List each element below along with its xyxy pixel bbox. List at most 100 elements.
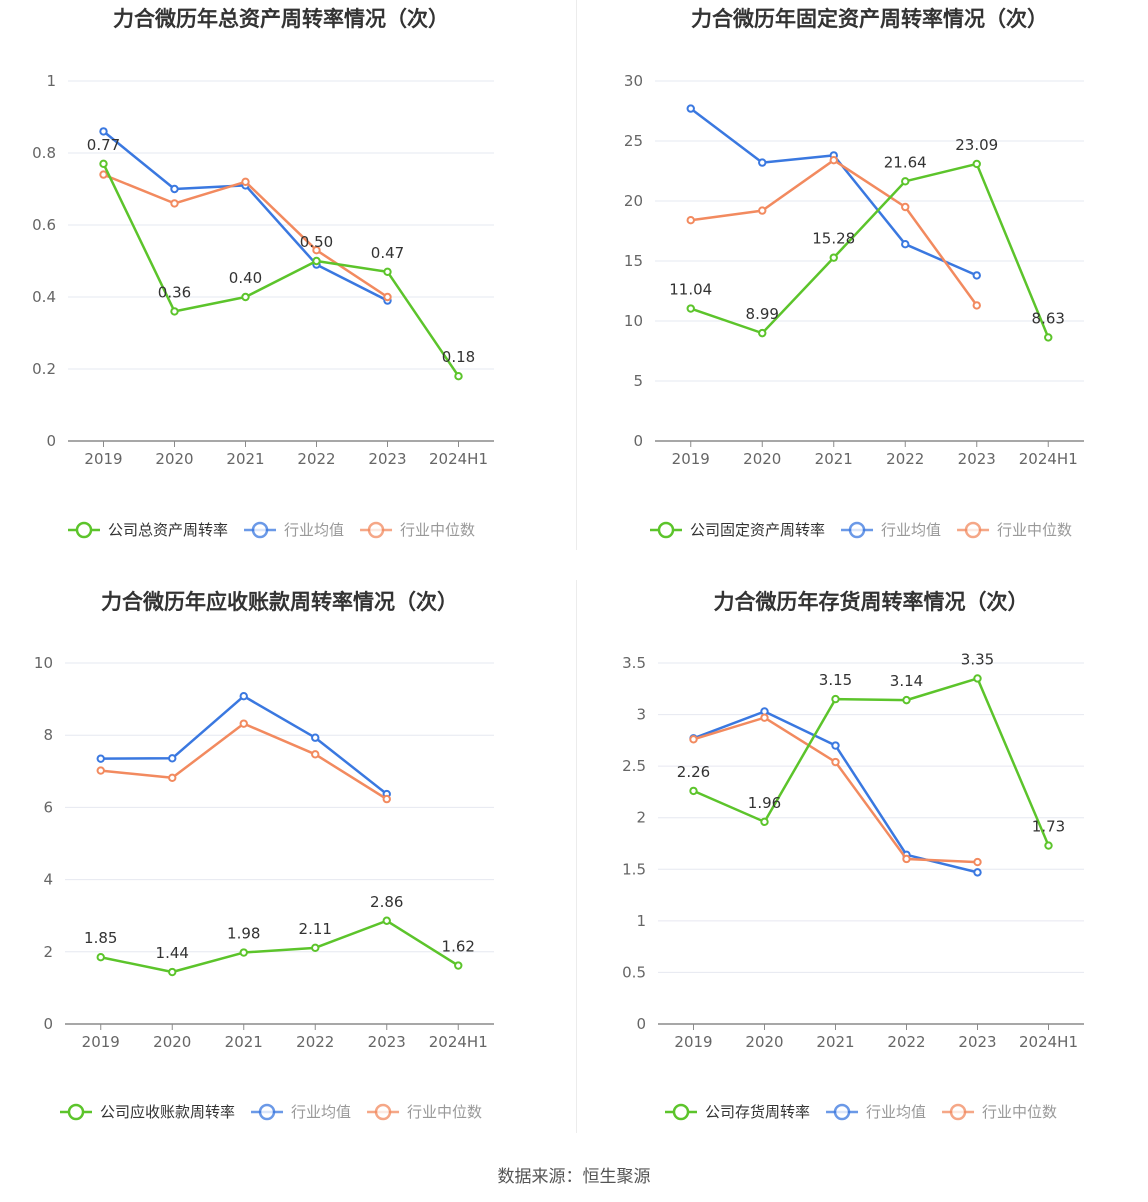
- data-point-industry_median: [901, 202, 910, 212]
- y-tick-label: 0: [633, 432, 643, 450]
- data-point-industry_median: [311, 750, 320, 759]
- x-tick-label: 2021: [815, 450, 853, 468]
- legend-label: 行业中位数: [997, 521, 1072, 539]
- x-tick-label: 2020: [155, 450, 193, 468]
- data-label: 3.15: [819, 671, 852, 689]
- data-label: 0.50: [300, 233, 333, 251]
- x-tick-label: 2020: [745, 1033, 783, 1051]
- data-point-industry_avg: [170, 184, 179, 194]
- x-tick-label: 2021: [816, 1033, 854, 1051]
- x-tick-label: 2022: [887, 1033, 925, 1051]
- legend-item-industry_median[interactable]: 行业中位数: [957, 521, 1072, 539]
- data-point-company: [99, 159, 108, 169]
- y-tick-label: 0.2: [32, 360, 56, 378]
- data-point-company: [454, 961, 463, 970]
- chart-title: 力合微历年总资产周转率情况（次）: [113, 7, 449, 31]
- legend-item-industry_median[interactable]: 行业中位数: [367, 1103, 482, 1121]
- legend-circle-icon: [374, 1103, 392, 1121]
- x-tick-label: 2023: [368, 1033, 406, 1051]
- legend-item-company[interactable]: 公司总资产周转率: [68, 521, 228, 539]
- data-label: 0.18: [442, 348, 475, 366]
- chart-panel-total-asset-turnover: 力合微历年总资产周转率情况（次） 0 0.2 0.4 0.6 0.8 1 2019 2020 20…: [0, 0, 574, 583]
- y-tick-label: 2.5: [622, 757, 646, 775]
- data-point-company: [1044, 841, 1053, 850]
- legend-circle-icon: [848, 521, 866, 539]
- x-tick-label: 2019: [674, 1033, 712, 1051]
- data-point-company: [312, 256, 321, 266]
- data-point-industry_median: [168, 773, 177, 782]
- data-label: 8.99: [746, 305, 779, 323]
- series-line-industry_median: [693, 716, 978, 864]
- data-label: 3.14: [890, 672, 923, 690]
- x-tick-label: 2020: [153, 1033, 191, 1051]
- data-point-company: [758, 328, 767, 338]
- legend-circle-icon: [367, 521, 385, 539]
- data-label: 1.44: [156, 944, 189, 962]
- panel-divider: [576, 580, 577, 1133]
- legend-label: 行业均值: [284, 521, 344, 539]
- data-point-industry_avg: [686, 104, 695, 113]
- data-point-company: [829, 253, 838, 262]
- data-label: 0.36: [158, 283, 191, 301]
- legend-label: 行业均值: [881, 521, 941, 539]
- legend-item-industry_avg[interactable]: 行业均值: [826, 1103, 926, 1121]
- data-label: 2.26: [677, 763, 710, 781]
- data-label: 21.64: [884, 153, 927, 171]
- y-tick-label: 1: [46, 72, 56, 90]
- y-tick-label: 10: [34, 654, 53, 672]
- source-note: 数据来源：恒生聚源: [497, 1167, 651, 1187]
- legend-item-company[interactable]: 公司存货周转率: [665, 1103, 810, 1121]
- data-label: 0.77: [87, 136, 120, 154]
- legend-label: 行业中位数: [407, 1103, 482, 1121]
- x-tick-label: 2023: [368, 450, 406, 468]
- y-tick-label: 3.5: [622, 654, 646, 672]
- legend-label: 行业均值: [291, 1103, 351, 1121]
- chart-panel-fixed-asset-turnover: 力合微历年固定资产周转率情况（次） 0 5 10 15 20 25 30 2019 2020 202…: [574, 0, 1148, 583]
- legend-item-company[interactable]: 公司应收账款周转率: [60, 1103, 235, 1121]
- chart-title: 力合微历年固定资产周转率情况（次）: [691, 7, 1048, 31]
- data-label: 3.35: [961, 650, 994, 668]
- y-tick-label: 6: [43, 798, 53, 816]
- legend-label: 公司总资产周转率: [108, 521, 228, 539]
- data-point-industry_median: [973, 857, 982, 867]
- x-tick-label: 2024H1: [1019, 1033, 1078, 1051]
- data-point-industry_median: [382, 794, 391, 804]
- x-tick-label: 2020: [743, 450, 781, 468]
- data-label: 15.28: [812, 230, 855, 248]
- legend-circle-icon: [672, 1103, 690, 1121]
- x-tick-label: 2023: [958, 450, 996, 468]
- legend-item-company[interactable]: 公司固定资产周转率: [650, 521, 825, 539]
- y-tick-label: 8: [43, 726, 53, 744]
- series-line-industry_avg: [689, 107, 978, 277]
- legend-item-industry_median[interactable]: 行业中位数: [942, 1103, 1057, 1121]
- x-tick-label: 2019: [82, 1033, 120, 1051]
- data-point-company: [168, 967, 177, 977]
- data-point-industry_avg: [758, 158, 767, 167]
- data-point-company: [96, 953, 105, 962]
- legend-item-industry_avg[interactable]: 行业均值: [841, 521, 941, 539]
- data-point-industry_median: [972, 301, 981, 310]
- legend-item-industry_median[interactable]: 行业中位数: [360, 521, 475, 539]
- x-tick-label: 2021: [226, 450, 264, 468]
- data-point-company: [239, 948, 248, 957]
- data-label: 8.63: [1032, 309, 1065, 327]
- data-point-company: [972, 159, 981, 169]
- data-label: 2.11: [299, 920, 332, 938]
- legend-item-industry_avg[interactable]: 行业均值: [251, 1103, 351, 1121]
- legend-item-industry_avg[interactable]: 行业均值: [244, 521, 344, 539]
- y-tick-label: 0.8: [32, 144, 56, 162]
- data-point-company: [760, 817, 769, 827]
- data-label: 1.96: [748, 794, 781, 812]
- data-point-industry_avg: [239, 692, 248, 701]
- data-point-company: [1044, 333, 1053, 342]
- legend-circle-icon: [833, 1103, 851, 1121]
- y-tick-label: 0.4: [32, 288, 56, 306]
- data-point-industry_median: [96, 766, 105, 775]
- legend-label: 公司应收账款周转率: [100, 1103, 235, 1121]
- y-tick-label: 10: [624, 312, 643, 330]
- legend-label: 行业均值: [866, 1103, 926, 1121]
- y-tick-label: 4: [43, 871, 53, 889]
- data-point-company: [831, 694, 840, 704]
- data-point-industry_median: [239, 719, 248, 728]
- series-line-company: [102, 163, 460, 377]
